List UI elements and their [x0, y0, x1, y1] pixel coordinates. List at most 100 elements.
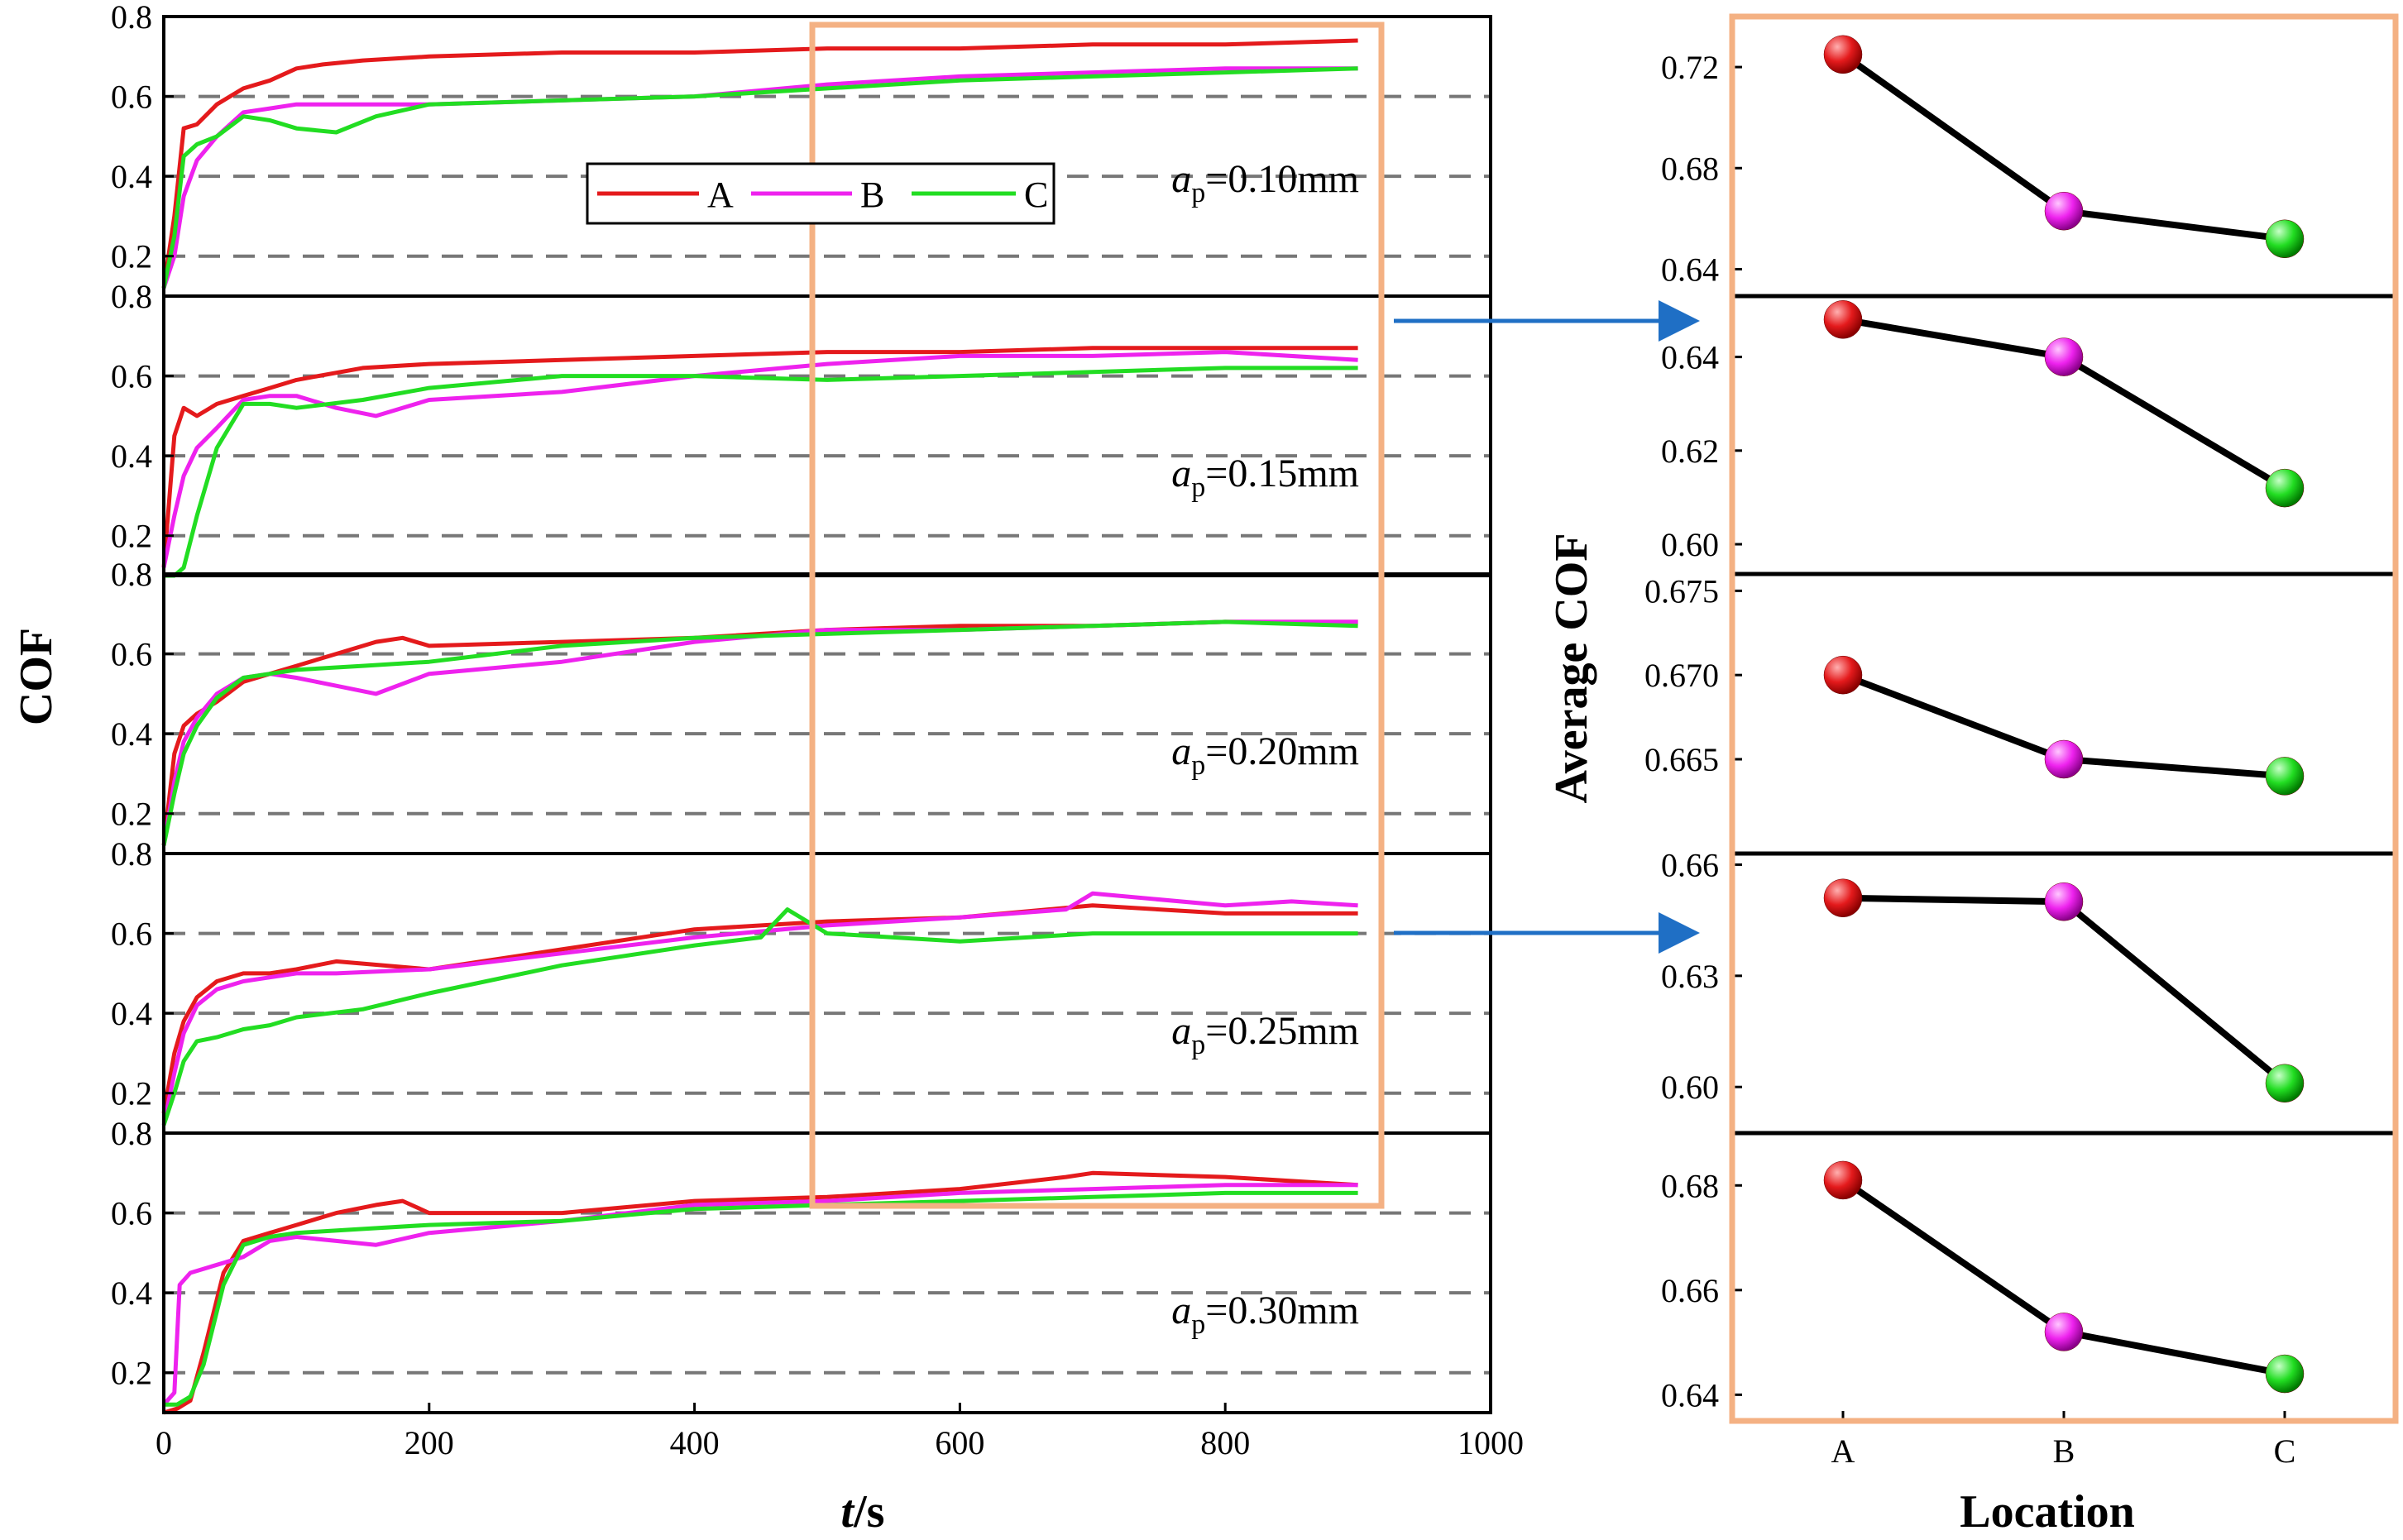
- panel-frame: [162, 294, 1492, 577]
- marker-c: [2265, 1354, 2305, 1394]
- y-tick-label: 0.66: [1661, 846, 1719, 883]
- highlight-box: [809, 22, 1385, 1209]
- condition-label: ap=0.25mm: [1171, 1009, 1359, 1060]
- y-tick-label: 0.6: [111, 636, 152, 673]
- series-line-c: [161, 907, 1358, 1126]
- x-tick-label: 1000: [1458, 1424, 1524, 1461]
- condition-value: =0.20mm: [1205, 729, 1359, 773]
- series-line-a: [163, 1170, 1358, 1415]
- condition-sub: p: [1191, 178, 1205, 208]
- condition-value: =0.15mm: [1205, 452, 1359, 495]
- series-line-b: [161, 66, 1358, 289]
- left-y-axis-title: COF: [11, 628, 62, 725]
- series-line-a: [161, 619, 1358, 846]
- y-tick-label: 0.64: [1661, 339, 1719, 376]
- condition-value: =0.10mm: [1205, 157, 1359, 201]
- panel-frame: [162, 852, 1492, 1135]
- location-tick-label: A: [1831, 1432, 1855, 1470]
- condition-label: ap=0.10mm: [1171, 157, 1359, 208]
- cof-panel-1: 0.2 0.4 0.6 0.8 ap=0.10mm: [111, 0, 1492, 298]
- cof-panel-4: 0.2 0.4 0.6 0.8 ap=0.25mm: [111, 835, 1492, 1135]
- y-tick-label: 0.8: [111, 0, 152, 36]
- x-tick-label: 400: [670, 1424, 720, 1461]
- y-tick-label: 0.4: [111, 995, 152, 1032]
- y-tick-label: 0.8: [111, 556, 152, 593]
- condition-label: ap=0.15mm: [1171, 452, 1359, 503]
- y-tick-label: 0.4: [111, 438, 152, 475]
- series-line-b: [161, 350, 1358, 568]
- y-tick-label: 0.6: [111, 358, 152, 395]
- y-tick-label: 0.4: [111, 1275, 152, 1312]
- legend-label-c: C: [1024, 175, 1048, 215]
- series-line-b: [162, 1183, 1358, 1406]
- cof-panel-5: 0.2 0.4 0.6 0.8 ap=0.30mm: [111, 1115, 1492, 1415]
- avg-panel-1: 0.64 0.68 0.72: [1661, 35, 2305, 288]
- legend: A B C: [586, 162, 1056, 225]
- marker-c: [2265, 1064, 2305, 1103]
- marker-b: [2044, 739, 2084, 779]
- x-tick-label: 600: [935, 1424, 984, 1461]
- y-tick-label: 0.6: [111, 79, 152, 116]
- y-tick-label: 0.8: [111, 1115, 152, 1152]
- avg-panel-2: 0.60 0.62 0.64: [1661, 294, 2396, 563]
- location-tick-label: B: [2053, 1432, 2075, 1470]
- y-tick-label: 0.2: [111, 1075, 152, 1112]
- condition-var: a: [1171, 452, 1191, 495]
- condition-value: =0.25mm: [1205, 1009, 1359, 1053]
- cof-panel-2: 0.2 0.4 0.6 0.8 ap=0.15mm: [111, 278, 1492, 578]
- cof-panel-3: 0.2 0.4 0.6 0.8 ap=0.20mm: [111, 556, 1492, 855]
- right-panel-border: [1729, 13, 2399, 1424]
- y-tick-label: 0.60: [1661, 526, 1719, 563]
- y-tick-label: 0.675: [1644, 572, 1719, 610]
- panel-frame: [162, 572, 1492, 855]
- y-tick-label: 0.68: [1661, 1167, 1719, 1204]
- series-line-c: [164, 1190, 1358, 1407]
- marker-a: [1823, 300, 1863, 339]
- marker-a: [1823, 655, 1863, 695]
- y-tick-label: 0.72: [1661, 49, 1719, 86]
- y-tick-label: 0.665: [1644, 741, 1719, 778]
- y-tick-label: 0.2: [111, 518, 152, 555]
- series-line-c: [161, 66, 1358, 289]
- x-axis: 0 200 400 600 800 1000: [156, 1403, 1524, 1461]
- condition-label: ap=0.20mm: [1171, 729, 1359, 781]
- condition-sub: p: [1191, 472, 1205, 503]
- series-line-c: [164, 366, 1358, 578]
- y-tick-label: 0.670: [1644, 657, 1719, 694]
- marker-b: [2044, 191, 2084, 231]
- marker-a: [1823, 878, 1863, 918]
- marker-b: [2044, 882, 2084, 921]
- y-tick-label: 0.6: [111, 1195, 152, 1232]
- avg-panel-3: 0.665 0.670 0.675: [1644, 572, 2396, 796]
- y-tick-label: 0.4: [111, 715, 152, 753]
- marker-a: [1823, 35, 1863, 74]
- y-tick-label: 0.66: [1661, 1272, 1719, 1309]
- y-tick-label: 0.2: [111, 238, 152, 275]
- condition-label: ap=0.30mm: [1171, 1289, 1359, 1340]
- x-tick-label: 200: [404, 1424, 454, 1461]
- marker-c: [2265, 757, 2305, 796]
- location-axis: A B C: [1831, 1411, 2295, 1470]
- marker-b: [2044, 337, 2084, 376]
- average-line: [1842, 894, 2287, 1086]
- x-axis-unit: /s: [853, 1486, 884, 1538]
- panel-frame: [162, 1131, 1492, 1414]
- x-axis-var: t: [841, 1486, 855, 1538]
- y-tick-label: 0.2: [111, 796, 152, 833]
- series-line-a: [161, 38, 1358, 289]
- y-tick-label: 0.63: [1661, 958, 1719, 995]
- condition-sub: p: [1191, 1030, 1205, 1060]
- y-tick-label: 0.4: [111, 158, 152, 195]
- y-tick-label: 0.62: [1661, 433, 1719, 470]
- legend-label-b: B: [860, 175, 884, 215]
- marker-c: [2265, 219, 2305, 259]
- average-cof-chart: 0.640.680.720.600.620.640.6650.6700.6750…: [1644, 35, 2396, 1470]
- condition-var: a: [1171, 729, 1191, 773]
- y-tick-label: 0.6: [111, 916, 152, 953]
- y-tick-label: 0.64: [1661, 251, 1719, 288]
- marker-b: [2044, 1313, 2084, 1351]
- left-x-axis-title: t/s: [841, 1486, 885, 1538]
- condition-sub: p: [1191, 1309, 1205, 1340]
- condition-value: =0.30mm: [1205, 1289, 1359, 1332]
- legend-label-a: A: [707, 175, 734, 215]
